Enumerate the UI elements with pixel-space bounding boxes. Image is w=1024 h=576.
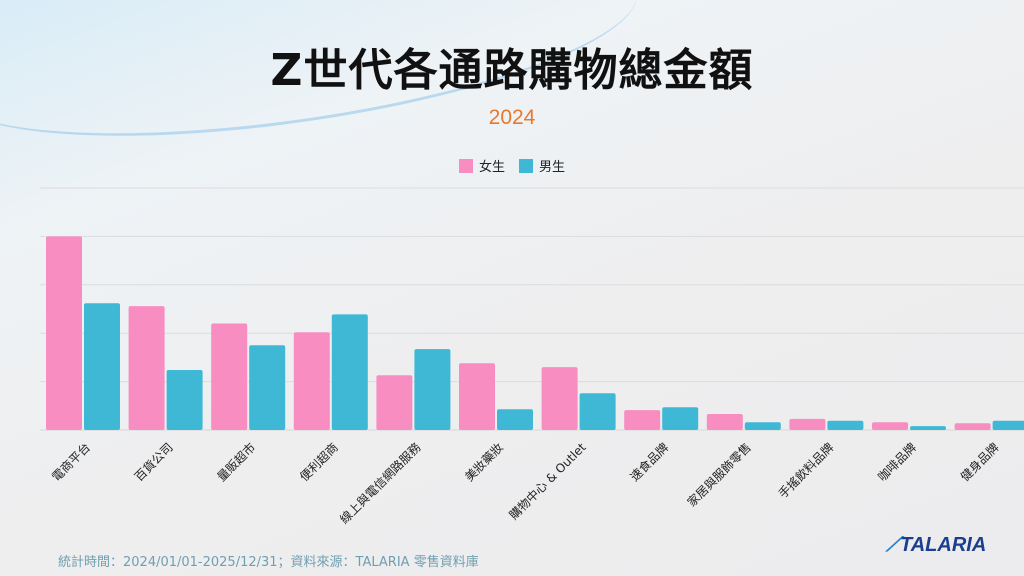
bar-female: [293, 332, 330, 430]
legend-item-male: 男生: [519, 156, 565, 175]
bar-female: [376, 375, 413, 430]
x-tick-label: 美妝藥妝: [462, 440, 506, 484]
chart-title: Z世代各通路購物總金額: [270, 45, 754, 96]
bar-male: [827, 420, 864, 430]
x-tick-label: 咖啡品牌: [875, 440, 920, 485]
footer-source: 統計時間：2024/01/01-2025/12/31；資料來源：TALARIA …: [58, 555, 479, 570]
legend-label-female: 女生: [478, 160, 505, 175]
logo-text: TALARIA: [900, 534, 987, 556]
bar-male: [910, 426, 946, 430]
x-tick-label: 手搖飲料品牌: [775, 440, 837, 502]
bar-male: [579, 393, 616, 430]
x-tick-label: 家居與服飾零售: [684, 440, 754, 510]
bar-male: [249, 345, 286, 430]
legend-item-female: 女生: [458, 156, 505, 175]
x-tick-label: 電商平台: [49, 440, 94, 485]
legend-swatch-female: [458, 158, 473, 173]
chart-subtitle: 2024: [488, 106, 536, 129]
x-tick-label: 速食品牌: [627, 440, 672, 485]
talaria-logo: ⟋TALARIA: [886, 534, 987, 556]
bar-male: [744, 422, 781, 430]
x-tick-label: 健身品牌: [957, 440, 1002, 485]
bar-male: [662, 407, 699, 430]
bar-female: [789, 418, 826, 430]
x-tick-label: 購物中心 & Outlet: [506, 439, 589, 522]
bar-male: [497, 409, 533, 430]
bar-male: [84, 303, 120, 430]
bar-female: [624, 410, 661, 430]
bar-female: [46, 236, 82, 430]
legend-swatch-male: [519, 158, 533, 173]
x-tick-label: 百貨公司: [131, 440, 176, 485]
x-tick-label: 便利超商: [296, 440, 341, 485]
bar-male: [331, 314, 368, 430]
bar-female: [128, 306, 165, 430]
legend-label-male: 男生: [539, 160, 566, 175]
bar-male: [414, 349, 451, 430]
bar-female: [706, 414, 743, 430]
bar-male: [166, 369, 203, 430]
bar-female: [872, 422, 908, 430]
x-tick-label: 線上與電信網路服務: [337, 440, 424, 527]
legend: 女生 男生: [0, 156, 1024, 175]
x-tick-label: 量販超市: [214, 440, 259, 485]
bar-female: [211, 323, 248, 430]
bar-female: [954, 423, 991, 430]
bar-male: [992, 420, 1024, 430]
bar-female: [541, 367, 578, 430]
bar-female: [459, 363, 495, 430]
